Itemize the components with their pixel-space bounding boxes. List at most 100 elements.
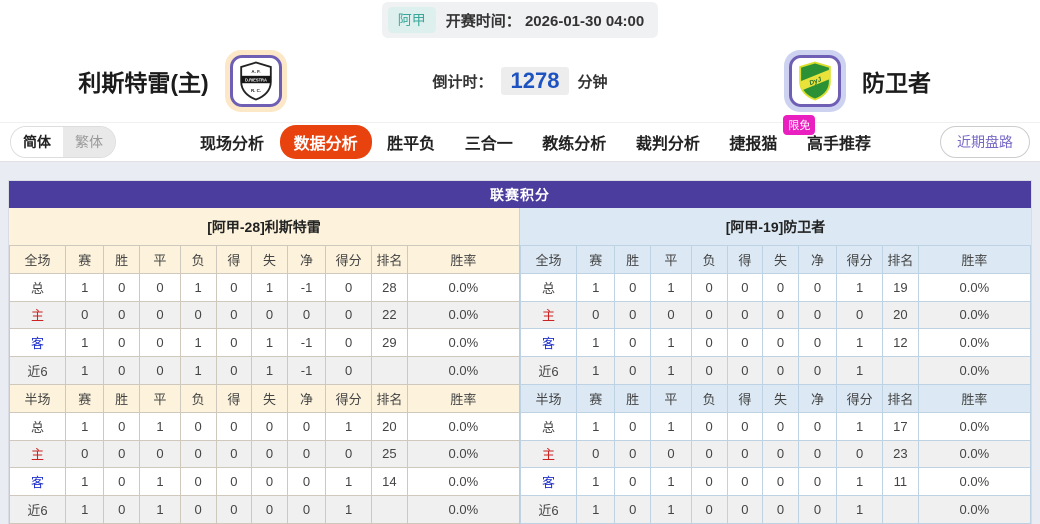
stat-cell: 0	[762, 328, 799, 358]
stat-cell: 0	[762, 411, 799, 441]
stat-cell: 20	[882, 300, 919, 330]
home-team-table: 全场赛胜平负得失净得分 排名 胜率总 1 0 0 1 0 1 -1 0 28 0.0% 主 0 0 0 0 0 0 0 0…	[8, 245, 521, 524]
tab-three-in-one[interactable]: 三合一	[464, 136, 513, 153]
row-label: 客	[8, 467, 67, 497]
tab-coach-analysis[interactable]: 教练分析	[542, 136, 607, 153]
row-label: 总	[8, 411, 67, 441]
stat-cell: 14	[371, 467, 408, 497]
nav-bar: 简体 繁体 现场分析 数据分析 胜平负 三合一 教练分析 裁判分析 捷报猫 限免 …	[0, 115, 1040, 162]
stat-cell: 23	[882, 439, 919, 469]
svg-text:DyJ: DyJ	[809, 76, 823, 87]
tab-jiebao-cat-label: 捷报猫	[729, 136, 778, 153]
stat-cell: 0	[65, 439, 105, 469]
column-header: 得分	[325, 383, 373, 413]
recent-odds-button[interactable]: 近期盘路	[940, 126, 1030, 158]
stat-cell: 0	[726, 272, 764, 302]
stat-cell: 17	[882, 411, 919, 441]
stat-cell: 0.0%	[406, 467, 521, 497]
column-header: 胜	[103, 245, 141, 274]
column-header: 排名	[882, 245, 919, 274]
stat-cell: 0	[726, 328, 764, 358]
stat-cell: 0	[762, 300, 799, 330]
tab-data-analysis[interactable]: 数据分析	[279, 125, 372, 159]
stat-cell: 1	[576, 411, 616, 441]
stat-cell: 1	[179, 328, 217, 358]
row-label: 近6	[8, 495, 67, 524]
row-label: 主	[519, 439, 578, 469]
column-header: 平	[650, 383, 692, 413]
stat-cell: 0	[576, 439, 616, 469]
stat-cell: 0.0%	[406, 411, 521, 441]
stat-cell: 0	[614, 356, 652, 385]
row-label: 客	[8, 328, 67, 358]
column-header: 排名	[882, 383, 919, 413]
stat-cell: 0	[139, 356, 181, 385]
stat-cell	[882, 356, 919, 385]
stat-cell: 0	[762, 439, 799, 469]
stat-cell: 29	[371, 328, 408, 358]
column-header: 得	[215, 383, 253, 413]
home-team-block: 利斯特雷(主) A. F. D.RIESTRA R. C.	[0, 50, 365, 112]
stat-cell: 1	[65, 411, 105, 441]
column-header: 排名	[371, 245, 408, 274]
tab-referee-analysis[interactable]: 裁判分析	[635, 136, 700, 153]
stat-cell: 28	[371, 272, 408, 302]
tab-jiebao-cat[interactable]: 捷报猫 限免	[715, 115, 816, 159]
column-header: 赛	[576, 245, 616, 274]
tab-expert-picks[interactable]: 高手推荐	[806, 136, 871, 153]
column-header: 胜	[614, 245, 652, 274]
stat-cell: 1	[576, 328, 616, 358]
league-points-panel: 联赛积分 [阿甲-28]利斯特雷 [阿甲-19]防卫者 全场赛胜平负得失净得分排…	[8, 180, 1032, 524]
countdown-value: 1278	[500, 67, 570, 95]
column-header: 胜率	[406, 383, 521, 413]
stat-cell: 0	[614, 467, 652, 497]
column-header: 失	[762, 383, 799, 413]
stat-cell: 22	[371, 300, 408, 330]
stat-cell: 1	[650, 467, 692, 497]
table-row: 总 1 0 1 0 0 0 0 1 17 0.0%	[519, 411, 1032, 441]
stat-cell: -1	[286, 356, 327, 385]
column-header: 排名	[371, 383, 408, 413]
tab-win-draw-lose[interactable]: 胜平负	[387, 136, 436, 153]
stat-cell: 0	[286, 439, 327, 469]
table-row: 总 1 0 1 0 0 0 0 1 19 0.0%	[519, 272, 1032, 302]
stat-cell: 1	[325, 411, 373, 441]
stat-cell: 0	[762, 467, 799, 497]
stat-cell: 0	[836, 300, 884, 330]
stat-cell: 0	[103, 328, 141, 358]
column-header: 负	[690, 245, 728, 274]
kickoff-pill: 阿甲 开赛时间： 2026-01-30 04:00	[381, 2, 659, 38]
nav-tabs: 现场分析 数据分析 胜平负 三合一 教练分析 裁判分析 捷报猫 限免 高手推荐	[116, 115, 940, 159]
table-row: 近6 1 0 1 0 0 0 0 1 0.0%	[519, 495, 1032, 524]
stat-cell: 0	[286, 467, 327, 497]
stat-cell: 0	[690, 495, 728, 524]
stat-cell: 0	[215, 411, 253, 441]
column-header: 平	[650, 245, 692, 274]
stat-cell: 0.0%	[917, 328, 1032, 358]
row-label: 主	[519, 300, 578, 330]
stat-cell: 0	[576, 300, 616, 330]
svg-text:A. F.: A. F.	[251, 69, 260, 74]
stat-cell: 0.0%	[406, 328, 521, 358]
column-header: 平	[139, 245, 181, 274]
stat-cell: 12	[882, 328, 919, 358]
column-header: 得分	[836, 383, 884, 413]
stat-cell: 0	[215, 356, 253, 385]
stat-cell: 0.0%	[917, 467, 1032, 497]
stat-cell: 0	[139, 300, 181, 330]
countdown-unit: 分钟	[577, 73, 608, 91]
stat-cell: 0	[690, 411, 728, 441]
away-team-table: 全场赛胜平负得失净得分 排名 胜率总 1 0 1 0 0 0 0 1 19 0.0% 主 0 0 0 0 0 0 0 0 2…	[519, 245, 1032, 524]
group-label: 全场	[519, 245, 578, 274]
stat-cell	[371, 495, 408, 524]
stat-cell: 0	[797, 328, 838, 358]
stat-cell: 20	[371, 411, 408, 441]
tab-live-analysis[interactable]: 现场分析	[200, 136, 265, 153]
lang-traditional[interactable]: 繁体	[63, 127, 115, 157]
stat-cell: -1	[286, 328, 327, 358]
stat-cell: 0	[614, 300, 652, 330]
row-label: 客	[519, 467, 578, 497]
stat-cell: 0	[179, 467, 217, 497]
stat-cell: 1	[836, 272, 884, 302]
lang-simplified[interactable]: 简体	[11, 127, 63, 157]
